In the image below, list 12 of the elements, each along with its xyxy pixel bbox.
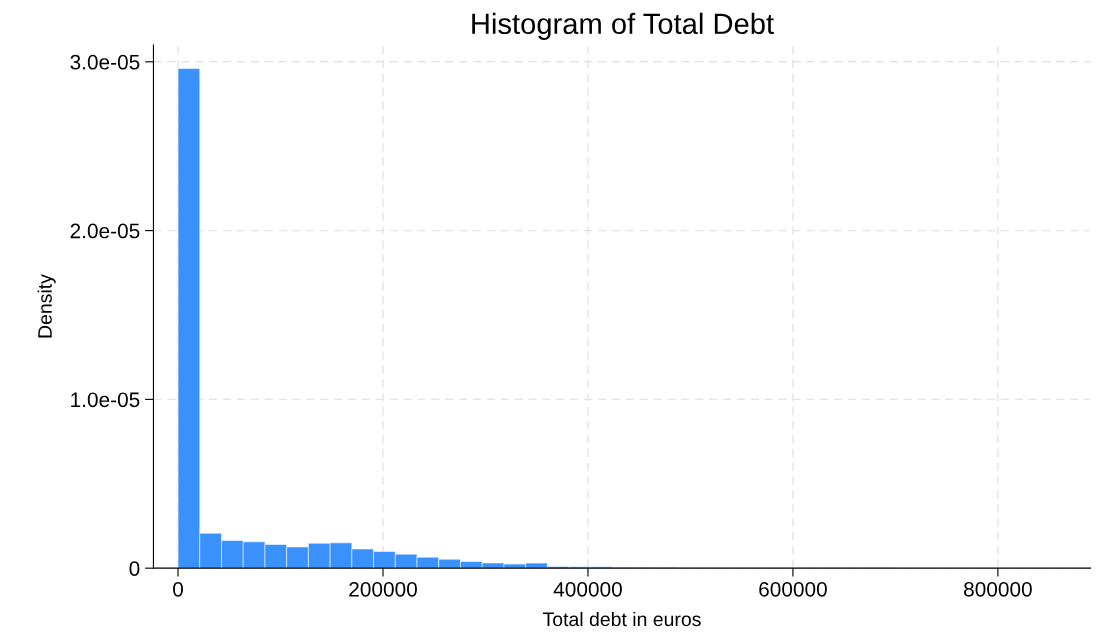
y-tick-label: 0: [129, 561, 140, 576]
x-tick-label: 600000: [759, 581, 827, 597]
x-tick-label: 0: [173, 581, 184, 597]
y-tick-label: 1.0e-05: [71, 392, 140, 408]
x-tick-label: 800000: [964, 581, 1032, 597]
y-axis-title: Density: [37, 274, 56, 338]
x-axis-title: Total debt in euros: [542, 611, 701, 627]
chart-title: Histogram of Total Debt: [472, 12, 774, 40]
x-tick-label: 200000: [349, 581, 417, 597]
x-tick-label: 400000: [553, 581, 622, 597]
y-tick-label: 2.0e-05: [70, 223, 140, 239]
y-tick-label: 3.0e-05: [70, 54, 140, 70]
